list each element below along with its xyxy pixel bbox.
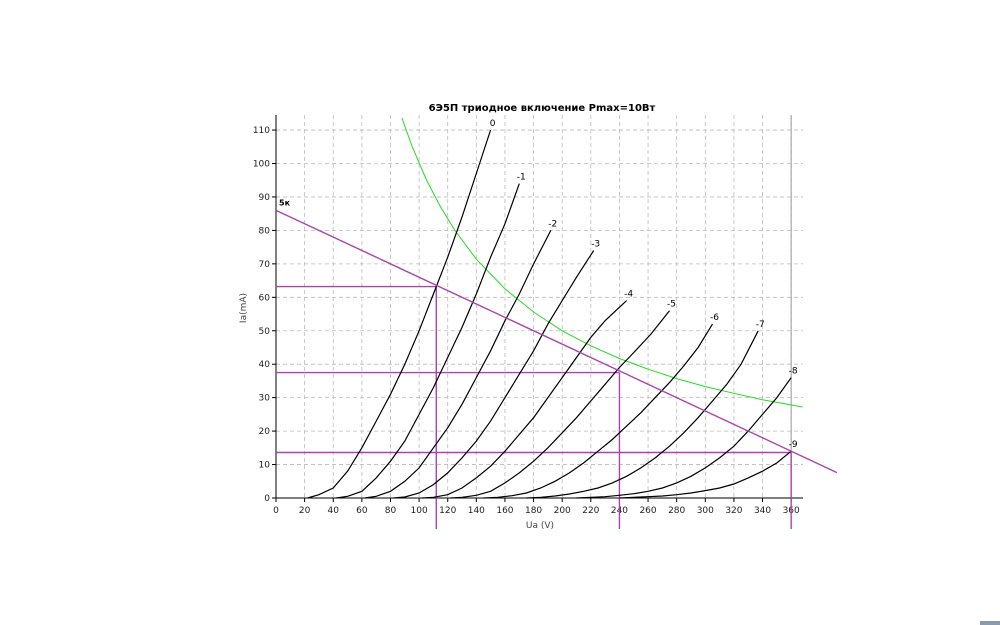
curve-label: -4 bbox=[624, 290, 633, 300]
curve-label: -3 bbox=[591, 239, 600, 249]
x-tick-label: 80 bbox=[385, 506, 397, 516]
curve-grid--9 bbox=[619, 450, 792, 499]
x-tick-label: 120 bbox=[439, 506, 456, 516]
y-tick-label: 100 bbox=[253, 160, 270, 170]
x-tick-label: 220 bbox=[582, 506, 599, 516]
curve-label: -8 bbox=[789, 367, 798, 377]
pmax-curve bbox=[401, 117, 803, 408]
y-tick-label: 0 bbox=[264, 494, 270, 504]
y-tick-label: 10 bbox=[259, 461, 271, 471]
x-tick-label: 140 bbox=[468, 506, 485, 516]
load-line-label: 5к bbox=[279, 198, 291, 207]
curve-grid-0 bbox=[307, 129, 492, 499]
load-line-5k bbox=[275, 209, 838, 474]
curve-label: -1 bbox=[517, 173, 526, 183]
y-tick-label: 110 bbox=[253, 126, 270, 136]
axes bbox=[275, 115, 803, 499]
y-tick-label: 20 bbox=[259, 427, 271, 437]
x-tick-label: 0 bbox=[273, 506, 279, 516]
curve-grid--4 bbox=[421, 300, 628, 499]
x-tick-label: 300 bbox=[697, 506, 714, 516]
chart-title: 6Э5П триодное включение Pmax=10Вт bbox=[429, 103, 656, 114]
x-tick-label: 320 bbox=[725, 506, 742, 516]
curve-label: -6 bbox=[710, 313, 719, 323]
load-line: 5к bbox=[275, 198, 838, 474]
y-tick-label: 30 bbox=[259, 394, 271, 404]
curve-grid--6 bbox=[483, 323, 714, 499]
x-tick-label: 260 bbox=[639, 506, 656, 516]
curve-label: -7 bbox=[756, 320, 765, 330]
x-tick-label: 160 bbox=[496, 506, 513, 516]
curve-grid--3 bbox=[393, 250, 595, 499]
curve-label: -9 bbox=[789, 440, 798, 450]
curve-grid--8 bbox=[576, 377, 792, 499]
y-axis-ticks: 0 10 20 30 40 50 60 70 80 90 100 110 bbox=[253, 126, 276, 504]
curve-label: -5 bbox=[667, 300, 676, 310]
curve-grid--1 bbox=[336, 183, 520, 499]
x-tick-label: 60 bbox=[356, 506, 368, 516]
x-axis-ticks: 0204060801001201401601802002202402602803… bbox=[273, 498, 800, 516]
curve-grid--2 bbox=[364, 230, 552, 499]
y-tick-label: 50 bbox=[259, 327, 271, 337]
anode-curves: 0 -1 -2 -3 -4 -5 -6 -7 -8 -9 bbox=[307, 119, 798, 499]
y-tick-label: 60 bbox=[259, 293, 271, 303]
x-tick-label: 200 bbox=[554, 506, 571, 516]
curve-label: -2 bbox=[548, 219, 557, 229]
x-tick-label: 280 bbox=[668, 506, 685, 516]
pmax-hyperbola bbox=[401, 117, 803, 408]
x-tick-label: 40 bbox=[328, 506, 340, 516]
x-tick-label: 340 bbox=[754, 506, 771, 516]
curve-grid--7 bbox=[526, 330, 759, 499]
curve-grid--5 bbox=[450, 310, 670, 499]
x-tick-label: 100 bbox=[411, 506, 428, 516]
y-tick-label: 90 bbox=[259, 193, 271, 203]
curve-label: 0 bbox=[490, 119, 496, 129]
y-tick-label: 40 bbox=[259, 360, 271, 370]
x-tick-label: 180 bbox=[525, 506, 542, 516]
x-tick-label: 20 bbox=[299, 506, 311, 516]
y-tick-label: 80 bbox=[259, 226, 271, 236]
x-axis-label: Ua (V) bbox=[526, 521, 554, 531]
y-axis-label: Ia(mA) bbox=[239, 293, 249, 323]
operating-point-guides bbox=[276, 285, 792, 529]
grid-lines bbox=[276, 115, 803, 498]
scrollbar-corner bbox=[980, 621, 1000, 625]
y-tick-label: 70 bbox=[259, 260, 271, 270]
